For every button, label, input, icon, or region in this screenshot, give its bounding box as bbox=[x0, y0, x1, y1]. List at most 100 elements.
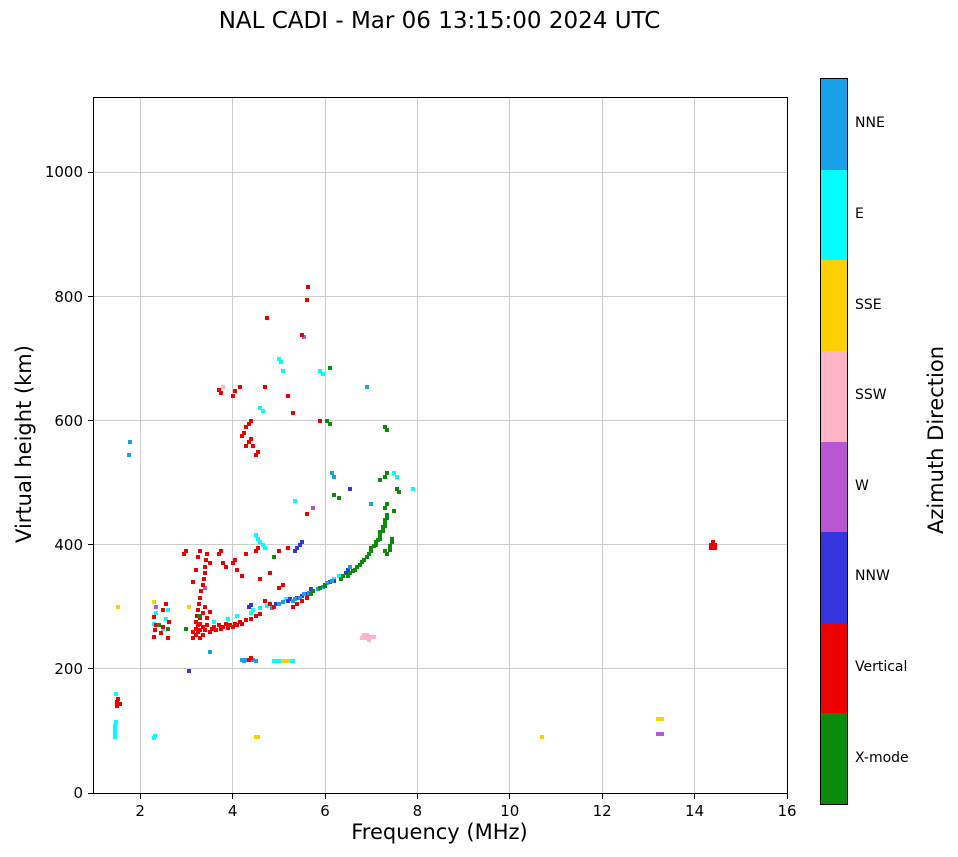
azimuth-colorbar bbox=[820, 78, 848, 805]
scatter-point-x-mode bbox=[323, 584, 327, 589]
scatter-point-w bbox=[657, 732, 662, 737]
scatter-point-e bbox=[265, 603, 270, 608]
x-tick-label: 4 bbox=[227, 802, 238, 820]
scatter-point-vertical bbox=[235, 623, 240, 628]
colorbar-label-x-mode: X-mode bbox=[855, 749, 909, 766]
colorbar-block-nnw bbox=[821, 532, 847, 623]
scatter-point-x-mode bbox=[380, 529, 385, 534]
gridline-vertical bbox=[139, 98, 141, 793]
scatter-point-w bbox=[202, 586, 207, 591]
scatter-point-vertical bbox=[272, 604, 277, 609]
scatter-point-vertical bbox=[230, 561, 235, 566]
scatter-point-vertical bbox=[258, 612, 263, 617]
colorbar-label-sse: SSE bbox=[855, 296, 882, 313]
scatter-point-x-mode bbox=[355, 564, 360, 569]
scatter-point-nnw bbox=[186, 668, 191, 673]
scatter-point-vertical bbox=[195, 607, 200, 612]
scatter-point-ssw bbox=[369, 634, 374, 639]
scatter-point-vertical bbox=[198, 628, 203, 633]
scatter-point-sse bbox=[152, 599, 157, 604]
scatter-point-vertical bbox=[205, 552, 210, 557]
scatter-point-sse bbox=[253, 735, 258, 740]
scatter-point-vertical bbox=[165, 635, 170, 640]
scatter-point-sse bbox=[286, 658, 291, 663]
scatter-point-vertical bbox=[207, 561, 212, 566]
scatter-point-vertical bbox=[184, 548, 189, 553]
scatter-point-vertical bbox=[203, 558, 208, 563]
scatter-point-nne bbox=[253, 658, 258, 663]
colorbar-block-x-mode bbox=[821, 713, 847, 804]
scatter-point-x-mode bbox=[346, 573, 351, 578]
scatter-point-x-mode bbox=[366, 552, 371, 557]
scatter-point-vertical bbox=[239, 622, 244, 627]
y-tick-label: 600 bbox=[54, 411, 83, 430]
scatter-point-x-mode bbox=[362, 558, 367, 563]
scatter-point-vertical bbox=[276, 548, 281, 553]
scatter-point-vertical bbox=[152, 634, 157, 639]
scatter-point-vertical bbox=[246, 657, 251, 662]
scatter-point-sse bbox=[116, 604, 121, 609]
scatter-point-x-mode bbox=[383, 548, 388, 553]
scatter-point-x-mode bbox=[311, 589, 316, 594]
scatter-point-vertical bbox=[262, 598, 267, 603]
scatter-point-e bbox=[163, 617, 168, 622]
scatter-point-x-mode bbox=[378, 530, 383, 535]
scatter-point-vertical bbox=[158, 630, 163, 635]
scatter-point-vertical bbox=[191, 580, 196, 585]
scatter-point-e bbox=[258, 406, 263, 411]
scatter-point-vertical bbox=[237, 384, 242, 389]
scatter-point-sse bbox=[660, 716, 665, 721]
scatter-point-e bbox=[320, 372, 325, 377]
scatter-point-vertical bbox=[237, 620, 242, 625]
scatter-point-vertical bbox=[182, 552, 187, 557]
scatter-point-vertical bbox=[304, 595, 309, 600]
scatter-point-w bbox=[660, 732, 665, 737]
scatter-point-x-mode bbox=[359, 560, 364, 565]
scatter-point-vertical bbox=[244, 443, 249, 448]
scatter-point-nnw bbox=[292, 548, 297, 553]
scatter-point-e bbox=[113, 723, 118, 728]
x-tick-mark bbox=[601, 794, 603, 799]
scatter-point-vertical bbox=[711, 540, 716, 545]
scatter-point-vertical bbox=[191, 629, 196, 634]
scatter-point-sse bbox=[256, 735, 260, 740]
x-tick-mark bbox=[139, 794, 141, 799]
scatter-point-vertical bbox=[256, 545, 260, 550]
scatter-point-ssw bbox=[359, 635, 364, 640]
scatter-point-vertical bbox=[193, 567, 198, 572]
scatter-point-vertical bbox=[711, 545, 716, 550]
scatter-point-vertical bbox=[246, 421, 251, 426]
scatter-point-vertical bbox=[232, 388, 237, 393]
scatter-point-w bbox=[302, 334, 307, 339]
scatter-point-x-mode bbox=[396, 490, 401, 495]
scatter-point-x-mode bbox=[350, 568, 355, 573]
scatter-point-nnw bbox=[343, 570, 348, 575]
scatter-point-vertical bbox=[116, 696, 121, 701]
scatter-point-x-mode bbox=[376, 537, 381, 542]
scatter-point-nne bbox=[320, 584, 325, 589]
scatter-point-vertical bbox=[253, 452, 258, 457]
scatter-point-nnw bbox=[309, 587, 314, 592]
scatter-point-vertical bbox=[202, 570, 207, 575]
x-tick-mark bbox=[324, 794, 326, 799]
scatter-point-ssw bbox=[364, 635, 369, 640]
scatter-point-e bbox=[276, 356, 281, 361]
scatter-point-nne bbox=[290, 598, 295, 603]
scatter-point-nne bbox=[316, 587, 321, 592]
scatter-point-vertical bbox=[251, 443, 256, 448]
scatter-point-vertical bbox=[230, 393, 235, 398]
scatter-point-nne bbox=[269, 606, 274, 611]
scatter-point-vertical bbox=[166, 620, 171, 625]
scatter-point-x-mode bbox=[383, 524, 388, 529]
scatter-point-x-mode bbox=[318, 586, 323, 591]
scatter-point-x-mode bbox=[383, 517, 388, 522]
scatter-point-ssw bbox=[362, 635, 367, 640]
colorbar-label-nnw: NNW bbox=[855, 568, 890, 585]
gridline-vertical bbox=[416, 98, 418, 793]
scatter-point-e bbox=[258, 539, 263, 544]
scatter-point-vertical bbox=[286, 545, 291, 550]
colorbar-label-ssw: SSW bbox=[855, 387, 887, 404]
scatter-point-nnw bbox=[295, 545, 300, 550]
scatter-point-vertical bbox=[191, 635, 196, 640]
scatter-point-nne bbox=[306, 591, 311, 596]
